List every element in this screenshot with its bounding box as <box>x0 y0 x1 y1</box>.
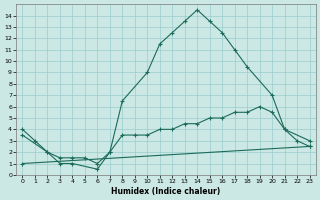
X-axis label: Humidex (Indice chaleur): Humidex (Indice chaleur) <box>111 187 221 196</box>
